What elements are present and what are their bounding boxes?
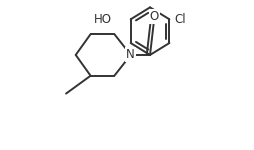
- Text: O: O: [150, 10, 159, 23]
- Text: HO: HO: [94, 13, 112, 26]
- Text: N: N: [126, 48, 135, 62]
- Text: Cl: Cl: [174, 13, 186, 26]
